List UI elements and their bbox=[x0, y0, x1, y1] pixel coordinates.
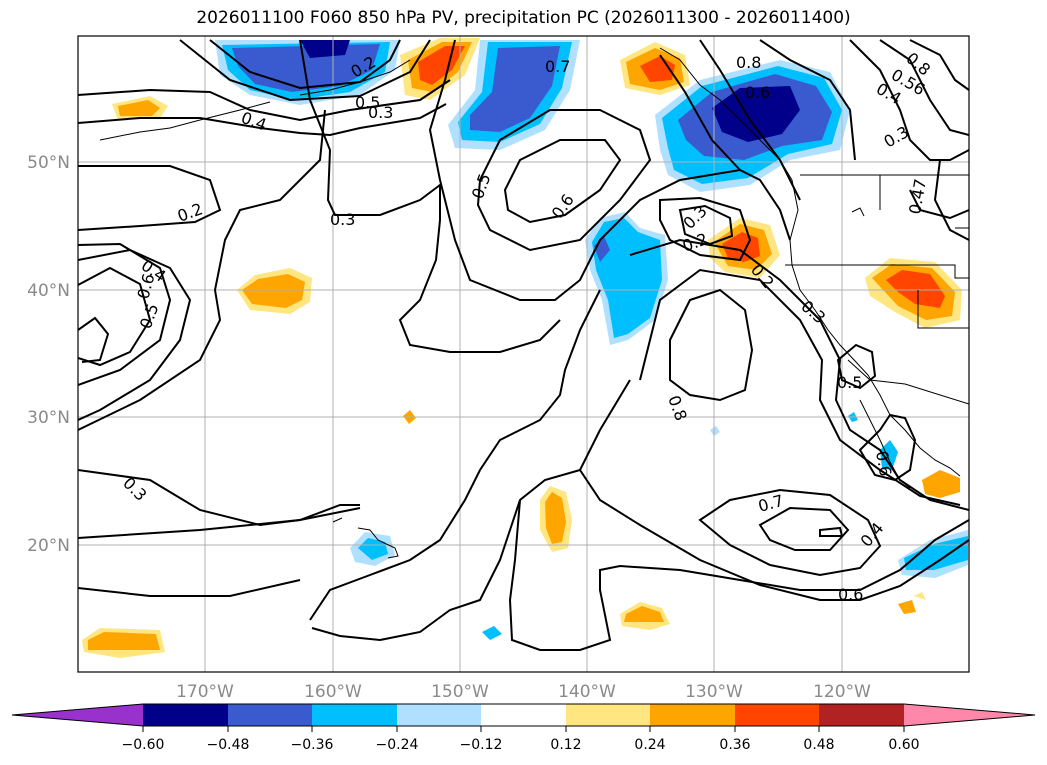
colorbar-tick-label: 0.12 bbox=[550, 737, 581, 753]
map-title: 2026011100 F060 850 hPa PV, precipitatio… bbox=[196, 8, 851, 28]
lat-label: 30°N bbox=[27, 408, 70, 428]
contour-label: 0.6 bbox=[745, 83, 770, 102]
colorbar-tick-label: 0.24 bbox=[634, 737, 665, 753]
lon-label: 170°W bbox=[176, 682, 234, 702]
colorbar-segment bbox=[143, 704, 228, 726]
colorbar-extend-high bbox=[904, 704, 1035, 726]
colorbar-tick-label: −0.12 bbox=[460, 737, 503, 753]
pv-contours bbox=[78, 39, 969, 651]
lat-label: 50°N bbox=[27, 153, 70, 173]
colorbar-tick-label: −0.48 bbox=[207, 737, 250, 753]
lon-label: 150°W bbox=[431, 682, 489, 702]
contour-labels: 0.2 0.3 0.4 0.5 0.6 0.7 0.8 0.2 0.3 0.4 … bbox=[119, 49, 934, 604]
contour-label: 0.6 bbox=[838, 585, 863, 604]
colorbar-tick-label: −0.36 bbox=[291, 737, 334, 753]
contour-label: 0.5 bbox=[355, 93, 380, 112]
colorbar-segment bbox=[481, 704, 566, 726]
colorbar: −0.60 −0.48 −0.36 −0.24 −0.12 0.12 0.24 … bbox=[11, 703, 1036, 753]
latitude-labels: 50°N 40°N 30°N 20°N bbox=[27, 153, 70, 556]
contour-label: 0.5 bbox=[837, 373, 862, 392]
colorbar-tick-label: 0.36 bbox=[719, 737, 750, 753]
colorbar-segment bbox=[650, 704, 735, 726]
contour-label: 0.8 bbox=[736, 53, 761, 72]
precip-shading bbox=[82, 38, 968, 658]
colorbar-segment bbox=[566, 704, 650, 726]
colorbar-tick-label: −0.24 bbox=[376, 737, 419, 753]
contour-label: 0.3 bbox=[330, 210, 355, 229]
colorbar-tick-label: −0.60 bbox=[122, 737, 165, 753]
colorbar-segment bbox=[397, 704, 481, 726]
lon-label: 160°W bbox=[304, 682, 362, 702]
contour-label: 0.3 bbox=[368, 103, 393, 122]
colorbar-segment bbox=[735, 704, 819, 726]
colorbar-tick-label: 0.48 bbox=[803, 737, 834, 753]
colorbar-segment bbox=[228, 704, 312, 726]
contour-label: 0.7 bbox=[545, 57, 570, 76]
longitude-labels: 170°W 160°W 150°W 140°W 130°W 120°W bbox=[176, 682, 871, 702]
gridlines bbox=[78, 36, 969, 672]
coastlines bbox=[99, 47, 969, 559]
lat-label: 20°N bbox=[27, 536, 70, 556]
colorbar-tick-label: 0.60 bbox=[888, 737, 919, 753]
lon-label: 120°W bbox=[813, 682, 871, 702]
map-frame bbox=[77, 35, 970, 673]
colorbar-segment bbox=[312, 704, 397, 726]
lat-label: 40°N bbox=[27, 281, 70, 301]
lon-label: 140°W bbox=[558, 682, 616, 702]
contour-label: 0.6 bbox=[872, 449, 895, 477]
lon-label: 130°W bbox=[685, 682, 743, 702]
colorbar-extend-low bbox=[12, 704, 143, 726]
colorbar-segment bbox=[819, 704, 904, 726]
